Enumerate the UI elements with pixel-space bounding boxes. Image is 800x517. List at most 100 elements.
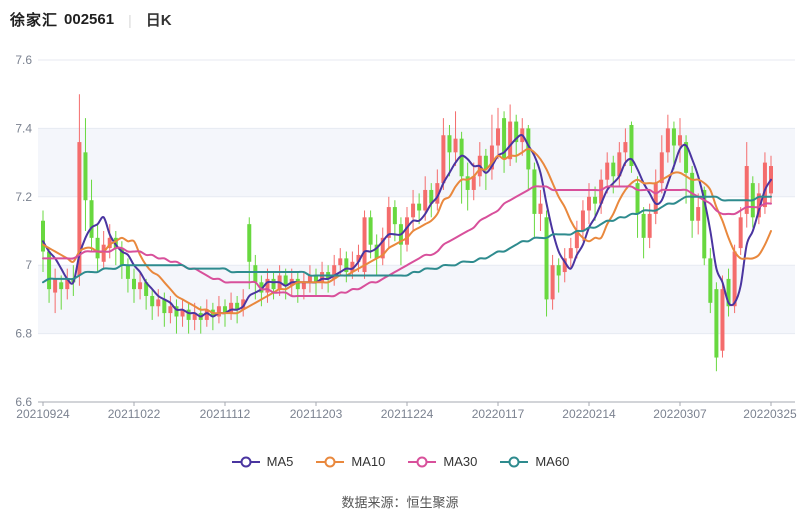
candle-body-down xyxy=(459,138,464,177)
candle-body-down xyxy=(671,128,676,146)
candle-body-up xyxy=(307,275,312,283)
candle-body-up xyxy=(538,203,543,214)
candle-body-down xyxy=(629,124,634,167)
candle-body-up xyxy=(738,217,743,249)
x-axis-tick-label: 20211022 xyxy=(108,407,161,421)
y-axis-tick-label: 6.6 xyxy=(15,395,32,409)
candle-body-down xyxy=(132,278,136,290)
candle-body-down xyxy=(368,217,373,245)
x-axis-tick-label: 20220307 xyxy=(653,407,707,421)
legend-item-ma5[interactable]: MA5 xyxy=(231,454,294,469)
candle-body-down xyxy=(174,306,179,317)
candle-body-up xyxy=(580,210,585,231)
candle-body-down xyxy=(702,189,707,259)
candle-body-up xyxy=(180,309,185,317)
legend-item-ma30[interactable]: MA30 xyxy=(407,454,477,469)
legend-label-ma60: MA60 xyxy=(535,454,570,469)
candle-body-down xyxy=(95,237,100,259)
candle-body-up xyxy=(77,142,82,276)
candle-body-up xyxy=(762,162,767,208)
candle-body-down xyxy=(47,251,52,290)
x-axis-tick-label: 20211224 xyxy=(381,407,434,421)
candle-body-down xyxy=(514,121,519,143)
x-axis-tick-label: 20211112 xyxy=(200,407,251,421)
header-divider: | xyxy=(128,11,132,28)
period-tab-daily-k[interactable]: 日K xyxy=(145,12,172,29)
data-source-note: 数据来源：恒生聚源 xyxy=(341,495,459,510)
candle-body-up xyxy=(423,189,428,211)
candle-body-down xyxy=(314,275,318,283)
candle-body-down xyxy=(150,295,155,307)
candle-body-up xyxy=(107,237,112,249)
candle-body-up xyxy=(489,145,494,170)
candle-body-down xyxy=(502,118,507,160)
y-axis-tick-label: 7.6 xyxy=(15,53,32,67)
candle-body-up xyxy=(332,265,337,279)
candle-body-up xyxy=(338,258,343,266)
y-axis-tick-label: 7.2 xyxy=(15,190,32,204)
x-axis-tick-label: 20220117 xyxy=(472,407,525,421)
ma10-line xyxy=(42,147,772,315)
candle-body-down xyxy=(59,282,64,290)
candle-body-down xyxy=(684,142,689,173)
candle-body-down xyxy=(392,207,397,225)
candle-body-down xyxy=(611,162,616,177)
x-axis-tick-label: 20211203 xyxy=(290,407,343,421)
candle-body-up xyxy=(138,282,143,290)
legend-label-ma10: MA10 xyxy=(351,454,386,469)
candle-body-up xyxy=(453,138,458,153)
y-axis-labels: 7.6 7.4 7.2 7 6.8 6.6 xyxy=(15,53,32,409)
x-axis-tick-label: 20220325 xyxy=(743,407,797,421)
candle-body-down xyxy=(247,224,252,262)
candle-body-up xyxy=(605,162,610,180)
candle-body-up xyxy=(647,213,652,238)
candle-body-down xyxy=(417,203,422,211)
candle-body-up xyxy=(623,142,628,153)
candle-body-down xyxy=(635,183,640,214)
candle-body-up xyxy=(411,203,416,218)
x-axis-tick-label: 20220214 xyxy=(562,407,616,421)
candle-body-up xyxy=(550,265,555,300)
candle-body-up xyxy=(678,135,682,146)
candle-body-up xyxy=(665,128,670,153)
stock-name: 徐家汇 xyxy=(10,12,59,29)
candle-body-down xyxy=(726,278,731,307)
candle-body-up xyxy=(204,309,209,320)
legend-item-ma60[interactable]: MA60 xyxy=(499,454,569,469)
candle-body-up xyxy=(471,176,476,190)
candle-body-down xyxy=(483,155,488,170)
candle-body-up xyxy=(265,278,270,293)
candles-layer xyxy=(41,94,773,372)
candle-body-down xyxy=(89,200,94,238)
candle-body-up xyxy=(405,217,409,245)
candle-body-up xyxy=(301,282,306,290)
candle-body-up xyxy=(380,237,385,259)
candle-body-down xyxy=(259,282,264,293)
ma30-legend-marker xyxy=(408,456,437,467)
x-axis-tick-label: 20210924 xyxy=(16,407,70,421)
candle-body-down xyxy=(544,217,549,300)
ma5-legend-marker xyxy=(231,456,260,467)
candle-body-up xyxy=(744,166,749,214)
candle-body-down xyxy=(447,135,452,153)
candle-body-down xyxy=(41,220,45,252)
candle-body-up xyxy=(320,272,325,283)
candle-body-up xyxy=(53,278,58,293)
candle-body-up xyxy=(696,207,701,221)
stock-code: 002561 xyxy=(64,11,115,28)
legend-label-ma30: MA30 xyxy=(443,454,478,469)
ma60-line xyxy=(42,195,772,284)
y-axis-tick-label: 7 xyxy=(25,258,32,272)
candle-body-up xyxy=(441,135,446,184)
candle-body-down xyxy=(186,309,191,320)
ma60-legend-marker xyxy=(500,456,529,467)
candle-body-down xyxy=(83,152,88,201)
candle-body-down xyxy=(344,258,349,273)
legend-label-ma5: MA5 xyxy=(266,454,294,469)
candle-body-up xyxy=(587,196,591,211)
candle-body-up xyxy=(508,121,513,160)
legend-item-ma10[interactable]: MA10 xyxy=(315,454,385,469)
chart-header: 徐家汇 002561 | 日K xyxy=(10,9,172,30)
